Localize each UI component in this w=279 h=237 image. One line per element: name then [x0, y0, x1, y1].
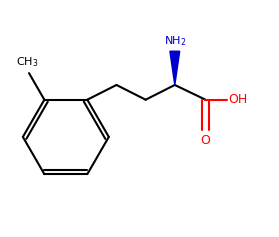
- Text: CH$_3$: CH$_3$: [16, 55, 39, 69]
- Text: NH$_2$: NH$_2$: [163, 34, 186, 48]
- Text: OH: OH: [228, 93, 247, 106]
- Polygon shape: [170, 51, 180, 85]
- Text: O: O: [201, 134, 210, 147]
